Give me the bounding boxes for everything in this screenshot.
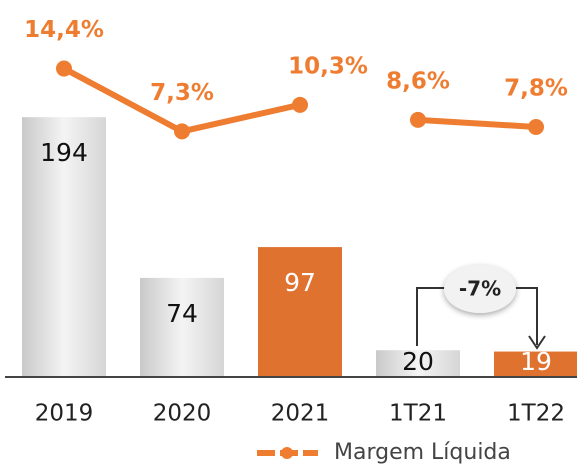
annotation-arrow bbox=[528, 335, 546, 350]
x-tick-label: 2020 bbox=[153, 401, 212, 427]
line-value-label: 14,4% bbox=[24, 17, 104, 43]
line-point bbox=[410, 111, 426, 128]
line-point bbox=[292, 96, 308, 113]
bar bbox=[494, 351, 577, 377]
annotation-bubble bbox=[444, 265, 516, 313]
bar bbox=[22, 117, 106, 377]
line-value-label: 10,3% bbox=[288, 53, 368, 79]
bar-value-label: 74 bbox=[166, 299, 198, 328]
bar bbox=[140, 277, 224, 377]
x-tick-label: 2021 bbox=[271, 401, 330, 427]
line-value-label: 7,3% bbox=[150, 80, 214, 106]
annotation: -7% bbox=[459, 277, 501, 301]
legend-point bbox=[281, 447, 293, 459]
line-value-label: 7,8% bbox=[504, 75, 568, 101]
bar-value-label: 97 bbox=[284, 268, 316, 297]
bar-value-label: 194 bbox=[40, 138, 88, 167]
bar-value-label: 19 bbox=[520, 347, 552, 376]
x-tick-label: 1T22 bbox=[507, 401, 565, 427]
x-tick-label: 2019 bbox=[35, 401, 94, 427]
line-point bbox=[56, 60, 72, 77]
line-point bbox=[528, 118, 544, 135]
bar-value-label: 20 bbox=[402, 347, 434, 376]
bar bbox=[376, 350, 460, 377]
legend-label: Margem Líquida bbox=[334, 440, 511, 465]
line-value-label: 8,6% bbox=[386, 68, 450, 94]
bar bbox=[258, 247, 342, 377]
line-point bbox=[174, 123, 190, 140]
x-tick-label: 1T21 bbox=[389, 401, 447, 427]
